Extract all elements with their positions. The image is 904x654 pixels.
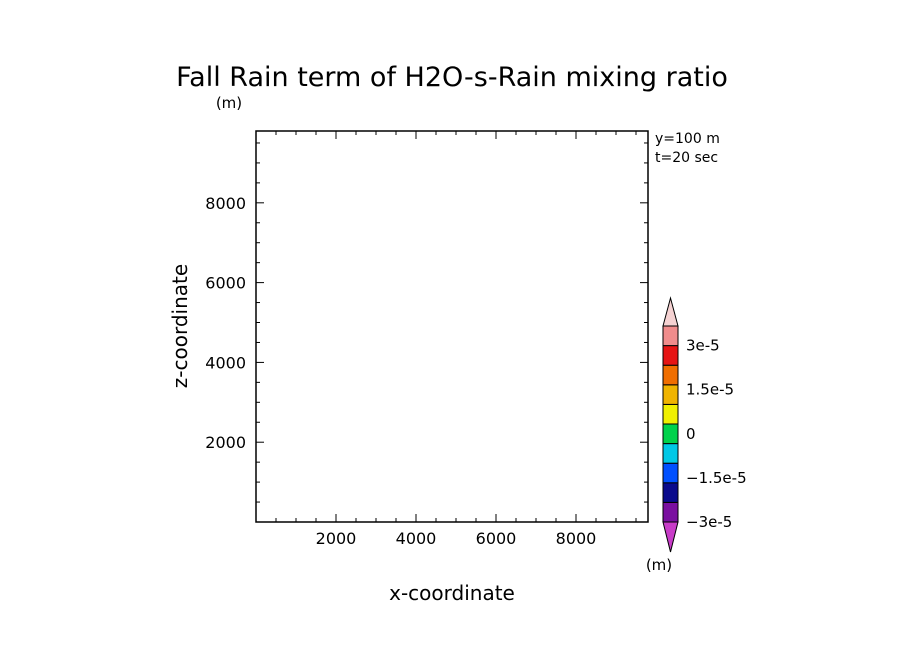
- colorbar-over-triangle: [662, 296, 679, 327]
- plot-area: [255, 130, 649, 523]
- x-tick-label: 6000: [476, 529, 517, 548]
- colorbar-tick-label: −3e-5: [686, 513, 732, 531]
- colorbar-tick-label: 3e-5: [686, 337, 720, 355]
- colorbar-swatch: [662, 443, 679, 464]
- x-unit-label: (m): [646, 556, 672, 574]
- colorbar-swatch: [662, 423, 679, 445]
- colorbar-swatch: [662, 345, 679, 366]
- y-tick-label: 8000: [205, 194, 246, 213]
- annotation-y: y=100 m: [655, 131, 720, 147]
- annotation-t: t=20 sec: [655, 150, 718, 166]
- colorbar-tick-label: 1.5e-5: [686, 381, 734, 399]
- colorbar-swatch: [662, 403, 679, 425]
- colorbar-tick-label: 0: [686, 425, 696, 443]
- y-tick-label: 4000: [205, 353, 246, 372]
- axis-ticks: 2000 4000 6000 8000 2000 4000 6000 8000: [205, 131, 648, 548]
- colorbar-under-triangle: [662, 521, 679, 553]
- y-tick-label: 2000: [205, 433, 246, 452]
- colorbar-swatch: [662, 325, 679, 347]
- y-unit-label: (m): [216, 94, 242, 112]
- colorbar-swatch: [662, 364, 679, 386]
- colorbar-tick-label: −1.5e-5: [686, 469, 747, 487]
- colorbar-swatch: [662, 501, 679, 523]
- y-tick-label: 6000: [205, 274, 246, 293]
- x-tick-label: 8000: [556, 529, 597, 548]
- colorbar-swatch: [662, 482, 679, 503]
- colorbar-swatch: [662, 384, 679, 405]
- colorbar: 3e-5 1.5e-5 0 −1.5e-5 −3e-5: [662, 296, 747, 553]
- x-tick-label: 2000: [316, 529, 357, 548]
- x-axis-label: x-coordinate: [389, 581, 515, 605]
- colorbar-swatch: [662, 462, 679, 484]
- chart-title: Fall Rain term of H2O-s-Rain mixing rati…: [176, 62, 728, 93]
- y-axis-label: z-coordinate: [168, 264, 192, 388]
- x-tick-label: 4000: [396, 529, 437, 548]
